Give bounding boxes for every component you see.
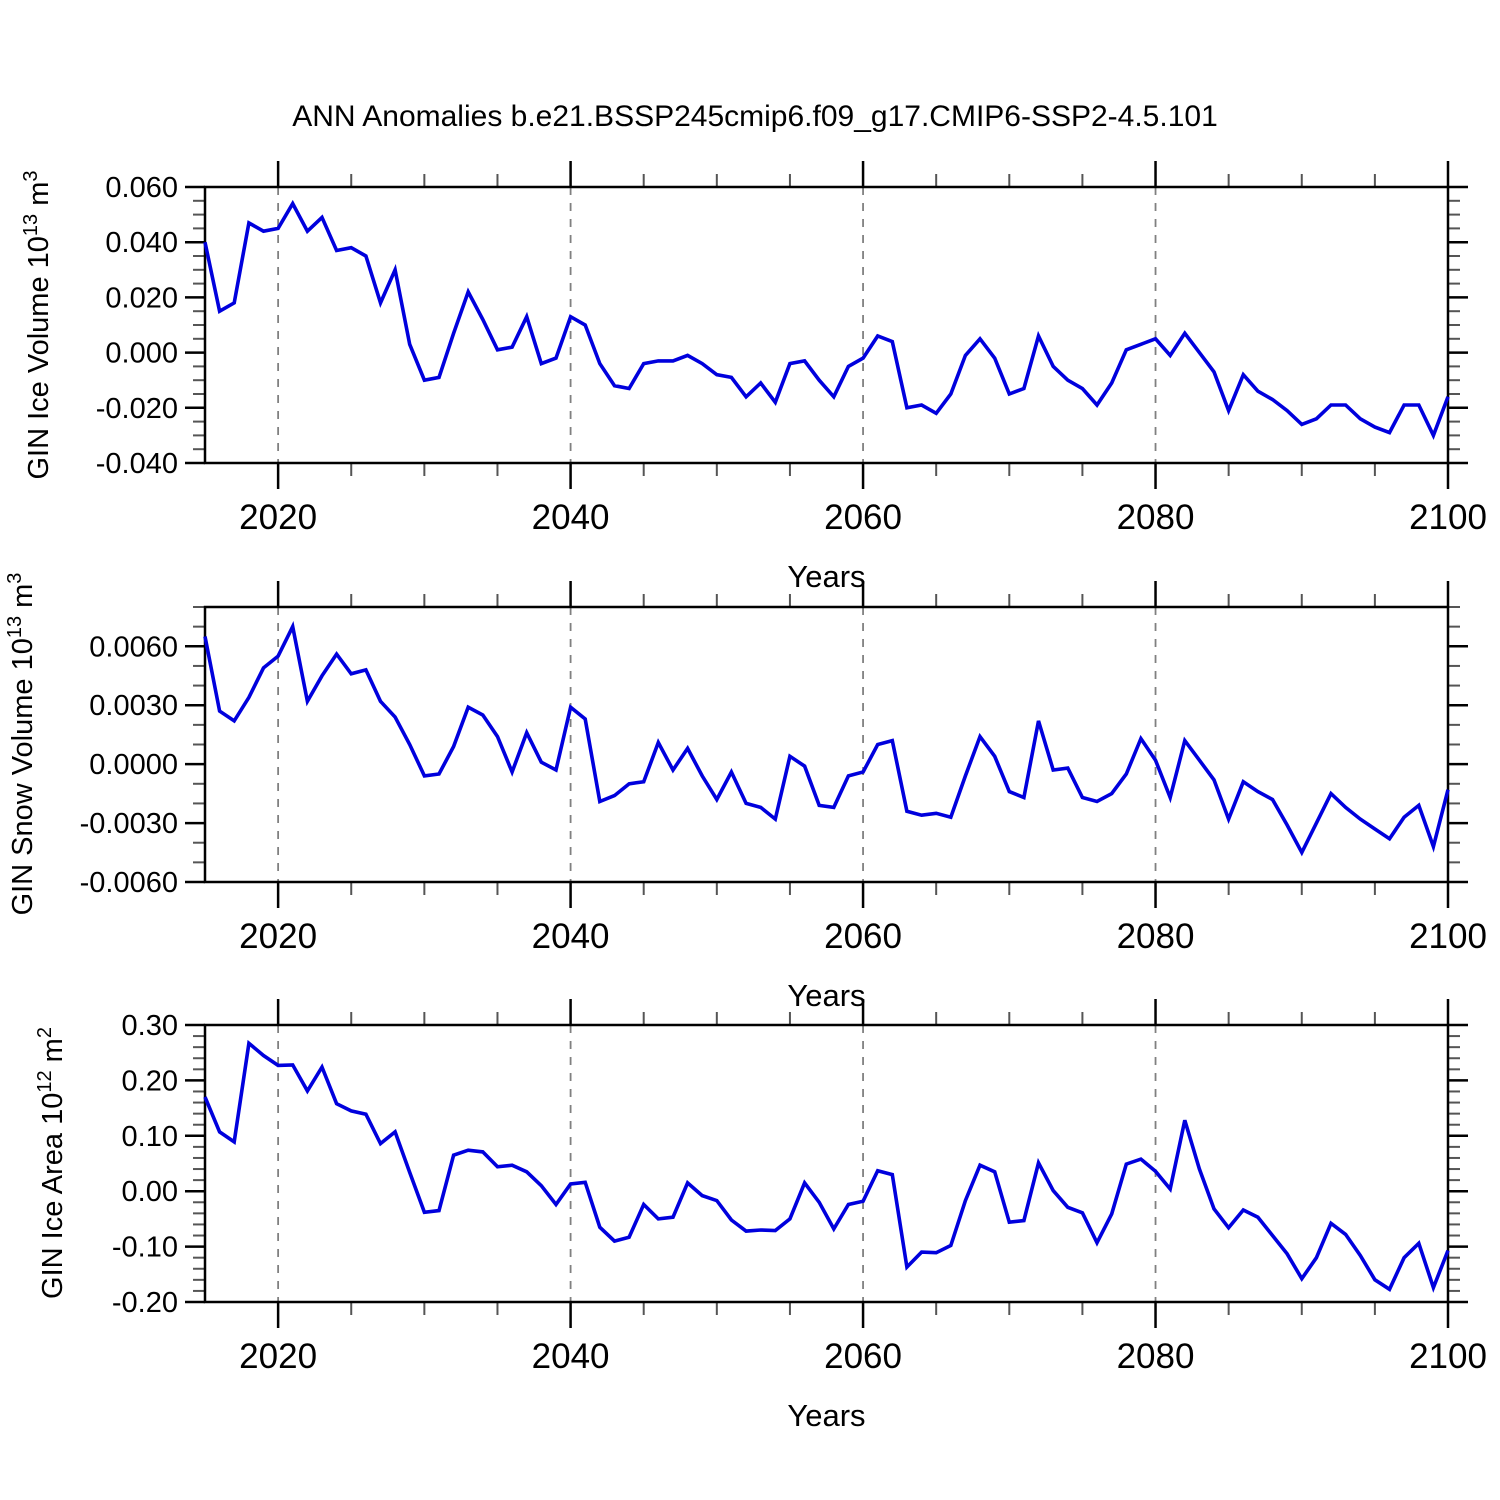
x-tick-label: 2040	[532, 498, 610, 537]
y-tick-label: -0.20	[112, 1287, 178, 1319]
y-tick-label: 0.000	[105, 338, 178, 370]
y-tick-label: 0.040	[105, 227, 178, 259]
y-tick-label: 0.0000	[89, 749, 178, 781]
y-tick-label: 0.0060	[89, 631, 178, 663]
x-tick-label: 2080	[1117, 1337, 1195, 1376]
x-tick-label: 2100	[1409, 498, 1487, 537]
y-tick-label: 0.10	[122, 1121, 178, 1153]
x-tick-label: 2080	[1117, 498, 1195, 537]
y-tick-label: -0.10	[112, 1232, 178, 1264]
x-tick-label: 2020	[239, 498, 317, 537]
y-tick-label: -0.040	[96, 448, 178, 480]
y-tick-label: 0.20	[122, 1065, 178, 1097]
panel-3: 0.30 0.20 0.10 0.00 -0.10 -0.20 2020 2040 2060 20…	[112, 999, 1487, 1433]
x-tick-label: 2100	[1409, 1337, 1487, 1376]
panel-2: 0.0060 0.0030 0.0000 -0.0030 -0.0060 2020 2040…	[80, 581, 1487, 1013]
y-tick-label: 0.060	[105, 172, 178, 204]
x-tick-label: 2080	[1117, 917, 1195, 956]
x-tick-label: 2020	[239, 1337, 317, 1376]
y-tick-label: 0.0030	[89, 690, 178, 722]
x-tick-label: 2060	[824, 917, 902, 956]
data-line-2	[203, 621, 1450, 857]
y-tick-label: -0.020	[96, 393, 178, 425]
y-tick-label: 0.020	[105, 282, 178, 314]
y-tick-label: 0.00	[122, 1176, 178, 1208]
x-tick-label: 2040	[532, 917, 610, 956]
data-line-1	[203, 199, 1450, 440]
x-tick-label: 2060	[824, 498, 902, 537]
x-tick-label: 2020	[239, 917, 317, 956]
plot-frame	[203, 1023, 1450, 1304]
x-tick-label: 2100	[1409, 917, 1487, 956]
x-tick-label: 2040	[532, 1337, 610, 1376]
panel-1: 0.060 0.040 0.020 0.000 -0.020 -0.040 2020 2040…	[96, 161, 1487, 594]
x-axis-title: Years	[787, 559, 865, 594]
y-tick-label: 0.30	[122, 1010, 178, 1042]
plot-title: ANN Anomalies b.e21.BSSP245cmip6.f09_g17…	[292, 100, 1218, 133]
y-tick-label: -0.0030	[80, 808, 178, 840]
x-axis-title: Years	[787, 978, 865, 1013]
data-line-3	[203, 1039, 1450, 1293]
y-tick-label: -0.0060	[80, 867, 178, 899]
plot-frame	[203, 605, 1450, 884]
x-axis-title: Years	[787, 1398, 865, 1433]
x-tick-label: 2060	[824, 1337, 902, 1376]
plot-frame	[203, 185, 1450, 465]
